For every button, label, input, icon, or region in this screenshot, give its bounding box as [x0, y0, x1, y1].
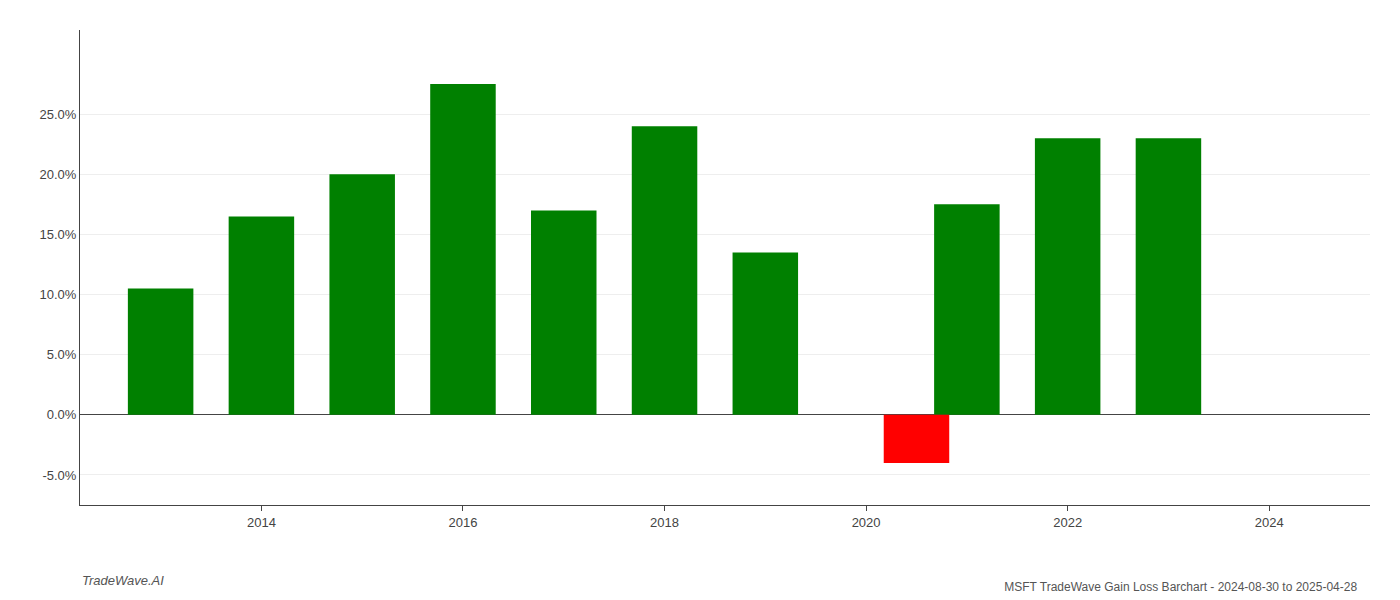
- svg-text:2024: 2024: [1255, 515, 1284, 530]
- svg-text:2022: 2022: [1053, 515, 1082, 530]
- svg-text:0.0%: 0.0%: [47, 407, 77, 422]
- svg-text:20.0%: 20.0%: [40, 167, 77, 182]
- svg-text:2014: 2014: [247, 515, 276, 530]
- svg-text:2020: 2020: [852, 515, 881, 530]
- svg-text:-5.0%: -5.0%: [42, 467, 76, 482]
- svg-text:5.0%: 5.0%: [47, 347, 77, 362]
- svg-text:2016: 2016: [449, 515, 478, 530]
- svg-text:25.0%: 25.0%: [40, 107, 77, 122]
- svg-text:15.0%: 15.0%: [40, 227, 77, 242]
- svg-text:2018: 2018: [650, 515, 679, 530]
- svg-text:MSFT TradeWave Gain Loss Barch: MSFT TradeWave Gain Loss Barchart - 2024…: [1004, 580, 1357, 594]
- svg-text:10.0%: 10.0%: [40, 287, 77, 302]
- svg-text:TradeWave.AI: TradeWave.AI: [82, 573, 164, 588]
